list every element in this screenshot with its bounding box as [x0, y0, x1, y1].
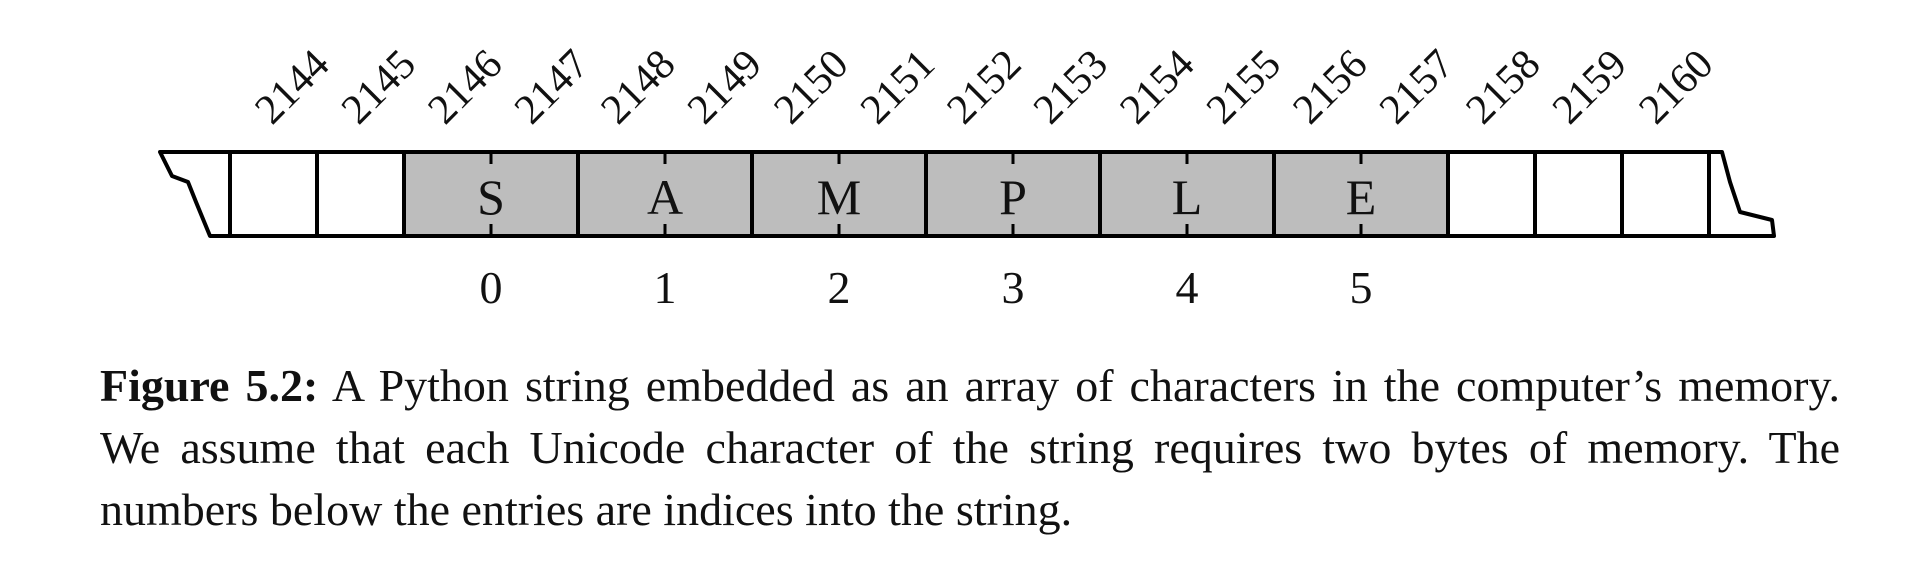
right-torn-edge: [1700, 150, 1776, 238]
string-index: 5: [1350, 262, 1373, 313]
figure-caption: Figure 5.2: A Python string embedded as …: [100, 355, 1840, 541]
char-cell: [1272, 150, 1450, 238]
memory-address: 2160: [1631, 41, 1723, 133]
string-index: 2: [828, 262, 851, 313]
memory-address: 2149: [679, 41, 771, 133]
memory-address: 2146: [420, 41, 512, 133]
memory-address: 2151: [852, 41, 944, 133]
string-character: E: [1346, 169, 1377, 225]
string-character: L: [1172, 169, 1203, 225]
memory-diagram: 2144214521462147214821492150215121522153…: [158, 41, 1776, 313]
memory-address: 2145: [333, 41, 425, 133]
empty-cell: [1533, 150, 1624, 238]
string-index: 0: [480, 262, 503, 313]
torn-edges: [158, 150, 1776, 238]
left-torn-edge: [158, 150, 230, 238]
string-index: 4: [1176, 262, 1199, 313]
string-character: A: [647, 169, 683, 225]
string-character: P: [999, 169, 1027, 225]
memory-address: 2153: [1025, 41, 1117, 133]
memory-cells: [228, 150, 1711, 238]
string-character: S: [477, 169, 505, 225]
empty-cell: [1446, 150, 1537, 238]
empty-cell: [1620, 150, 1711, 238]
memory-address: 2158: [1458, 41, 1550, 133]
memory-address: 2150: [766, 41, 858, 133]
caption-label: Figure 5.2:: [100, 360, 319, 411]
string-index: 1: [654, 262, 677, 313]
empty-cell: [228, 150, 319, 238]
memory-address: 2152: [939, 41, 1031, 133]
string-index: 3: [1002, 262, 1025, 313]
memory-address: 2148: [593, 41, 685, 133]
memory-address: 2156: [1285, 41, 1377, 133]
memory-address: 2159: [1544, 41, 1636, 133]
string-character: M: [817, 169, 861, 225]
memory-address: 2155: [1198, 41, 1290, 133]
memory-address: 2144: [247, 41, 339, 133]
memory-address: 2154: [1112, 41, 1204, 133]
char-cell: [402, 150, 580, 238]
address-labels: 2144214521462147214821492150215121522153…: [247, 41, 1723, 133]
caption-text: A Python string embedded as an array of …: [100, 360, 1840, 535]
index-labels: 0 1 2 3 4 5: [480, 262, 1373, 313]
memory-address: 2157: [1371, 41, 1463, 133]
memory-address: 2147: [506, 41, 598, 133]
empty-cell: [315, 150, 406, 238]
